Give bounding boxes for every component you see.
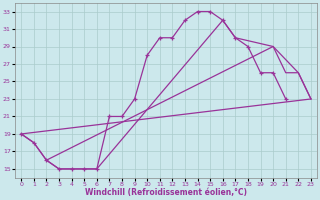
X-axis label: Windchill (Refroidissement éolien,°C): Windchill (Refroidissement éolien,°C)	[85, 188, 247, 197]
